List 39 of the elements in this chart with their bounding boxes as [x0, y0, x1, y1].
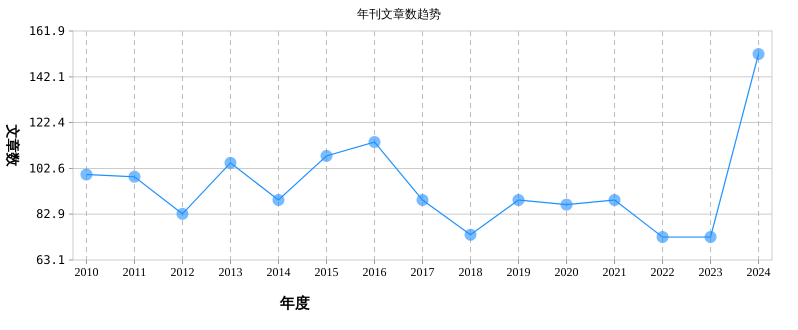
point	[80, 168, 92, 180]
point	[128, 170, 140, 183]
x-tick-label: 2016	[362, 265, 386, 279]
point	[416, 194, 428, 206]
y-tick-label: 82.9	[36, 207, 65, 222]
x-axis-title: 年度	[279, 294, 310, 312]
chart-title: 年刊文章数趋势	[357, 7, 441, 21]
x-tick-label: 2017	[410, 265, 434, 279]
x-tick-label: 2013	[218, 265, 242, 279]
y-tick-label: 102.6	[28, 161, 65, 176]
point	[704, 231, 717, 244]
x-tick-label: 2024	[746, 265, 771, 279]
point	[320, 150, 332, 162]
x-tick-label: 2012	[170, 265, 194, 279]
point	[752, 48, 765, 60]
y-tick-label: 63.1	[36, 253, 65, 267]
point	[272, 194, 284, 206]
x-tick-label: 2020	[554, 265, 579, 279]
x-tick-label: 2019	[506, 265, 531, 279]
y-tick-label: 122.4	[28, 116, 65, 130]
y-tick-label: 161.9	[28, 24, 65, 38]
x-tick-label: 2010	[74, 265, 98, 279]
x-tick-label: 2011	[122, 265, 146, 279]
point	[176, 208, 188, 220]
y-axis-title: 文章数	[4, 124, 21, 168]
point	[512, 194, 525, 206]
point	[464, 228, 477, 241]
point	[656, 231, 669, 244]
y-tick-label: 142.1	[28, 70, 65, 84]
x-tick-label: 2021	[602, 265, 627, 279]
point	[560, 198, 573, 211]
x-tick-label: 2023	[698, 265, 723, 279]
x-tick-label: 2014	[266, 265, 290, 279]
point	[368, 136, 380, 148]
point	[224, 156, 236, 169]
x-tick-label: 2018	[458, 265, 483, 279]
x-tick-label: 2022	[650, 265, 675, 279]
x-tick-label: 2015	[314, 265, 338, 279]
point	[608, 194, 621, 206]
